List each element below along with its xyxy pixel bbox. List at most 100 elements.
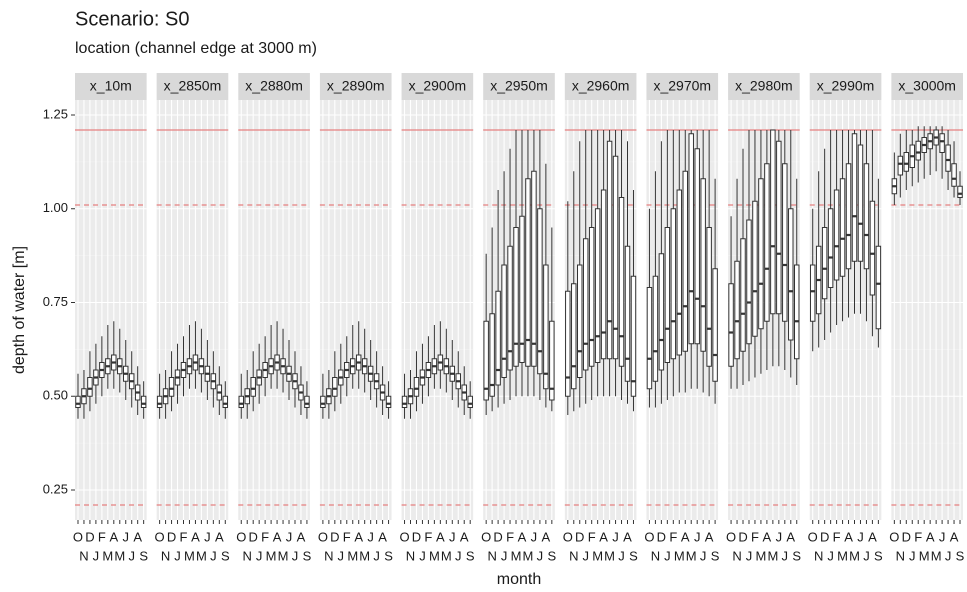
y-tick-label: 0.75 — [43, 294, 68, 309]
box — [612, 155, 619, 360]
x-tick-label: J — [776, 529, 783, 544]
box — [588, 227, 595, 367]
box — [501, 264, 507, 378]
box — [624, 245, 631, 382]
x-tick-label: N — [324, 548, 333, 563]
strip-label: x_2970m — [653, 78, 711, 94]
box — [75, 395, 81, 408]
x-tick-label: J — [373, 548, 380, 563]
box — [845, 163, 852, 270]
x-tick-label: S — [956, 548, 965, 563]
box — [385, 395, 392, 408]
x-tick-label: D — [85, 529, 94, 544]
x-tick-label: F — [914, 529, 922, 544]
x-tick-label: J — [827, 548, 834, 563]
box — [875, 245, 882, 330]
box — [495, 290, 501, 386]
box — [752, 200, 758, 337]
x-tick-label: M — [196, 548, 207, 563]
x-tick-label: F — [588, 529, 596, 544]
strip-label: x_2880m — [245, 78, 303, 94]
strip — [75, 73, 147, 100]
x-tick-label: M — [686, 548, 697, 563]
box — [939, 133, 945, 153]
box — [537, 208, 543, 375]
x-tick-label: A — [354, 529, 363, 544]
x-tick-label: O — [318, 529, 328, 544]
y-tick-label: 1.25 — [43, 106, 68, 121]
box — [688, 133, 694, 345]
x-tick-label: J — [612, 529, 619, 544]
x-tick-label: A — [763, 529, 772, 544]
y-tick-label: 0.25 — [43, 481, 68, 496]
strip-label: x_2890m — [327, 78, 385, 94]
x-tick-label: F — [180, 529, 188, 544]
x-tick-label: M — [849, 548, 860, 563]
x-tick-label: S — [384, 548, 393, 563]
x-tick-label: O — [73, 529, 83, 544]
chart-title: Scenario: S0 — [75, 8, 190, 30]
box — [664, 227, 671, 363]
x-tick-label: O — [726, 529, 736, 544]
panel-background — [319, 100, 392, 520]
x-tick-label: A — [681, 529, 690, 544]
x-tick-label: J — [210, 548, 217, 563]
x-tick-label: J — [174, 548, 181, 563]
x-tick-label: N — [161, 548, 170, 563]
x-tick-label: A — [926, 529, 935, 544]
x-tick-label: N — [79, 548, 88, 563]
x-tick-label: A — [705, 529, 714, 544]
x-tick-label: M — [592, 548, 603, 563]
box — [577, 264, 583, 378]
x-tick-label: M — [919, 548, 930, 563]
strip — [891, 73, 963, 100]
x-tick-label: D — [493, 529, 502, 544]
x-tick-label: N — [569, 548, 578, 563]
strip — [809, 73, 882, 100]
x-tick-label: O — [808, 529, 818, 544]
y-tick-label: 1.00 — [43, 200, 68, 215]
x-tick-label: M — [837, 548, 848, 563]
x-tick-label: J — [694, 529, 701, 544]
box — [782, 163, 788, 322]
x-tick-label: A — [950, 529, 959, 544]
strip-label: x_3000m — [898, 78, 956, 94]
box — [851, 133, 858, 262]
panel-background — [75, 100, 147, 520]
x-tick-label: O — [236, 529, 246, 544]
panel-background — [728, 100, 800, 520]
box — [746, 219, 752, 345]
x-tick-label: F — [833, 529, 841, 544]
x-tick-label: J — [857, 529, 864, 544]
x-tick-label: D — [330, 529, 339, 544]
x-tick-label: D — [820, 529, 829, 544]
box — [401, 395, 408, 408]
box — [600, 189, 607, 360]
x-tick-label: F — [98, 529, 106, 544]
panel-background — [891, 100, 963, 520]
box — [770, 129, 776, 315]
x-tick-label: J — [531, 529, 538, 544]
x-tick-label: A — [191, 529, 200, 544]
x-tick-label: J — [292, 548, 299, 563]
box — [869, 200, 876, 296]
x-tick-label: S — [466, 548, 475, 563]
x-tick-label: N — [406, 548, 415, 563]
x-tick-label: S — [629, 548, 638, 563]
x-tick-label: O — [889, 529, 899, 544]
box — [606, 140, 613, 360]
box — [863, 163, 870, 270]
panel-background — [238, 100, 310, 520]
box — [618, 197, 625, 367]
x-tick-label: D — [412, 529, 421, 544]
box — [821, 227, 828, 300]
box — [897, 155, 904, 176]
x-tick-label: F — [343, 529, 351, 544]
panel-background — [156, 100, 229, 520]
x-tick-label: J — [204, 529, 211, 544]
x-tick-label: A — [436, 529, 445, 544]
box — [700, 178, 706, 352]
x-tick-label: J — [782, 548, 789, 563]
box — [467, 395, 473, 408]
x-tick-label: F — [261, 529, 269, 544]
